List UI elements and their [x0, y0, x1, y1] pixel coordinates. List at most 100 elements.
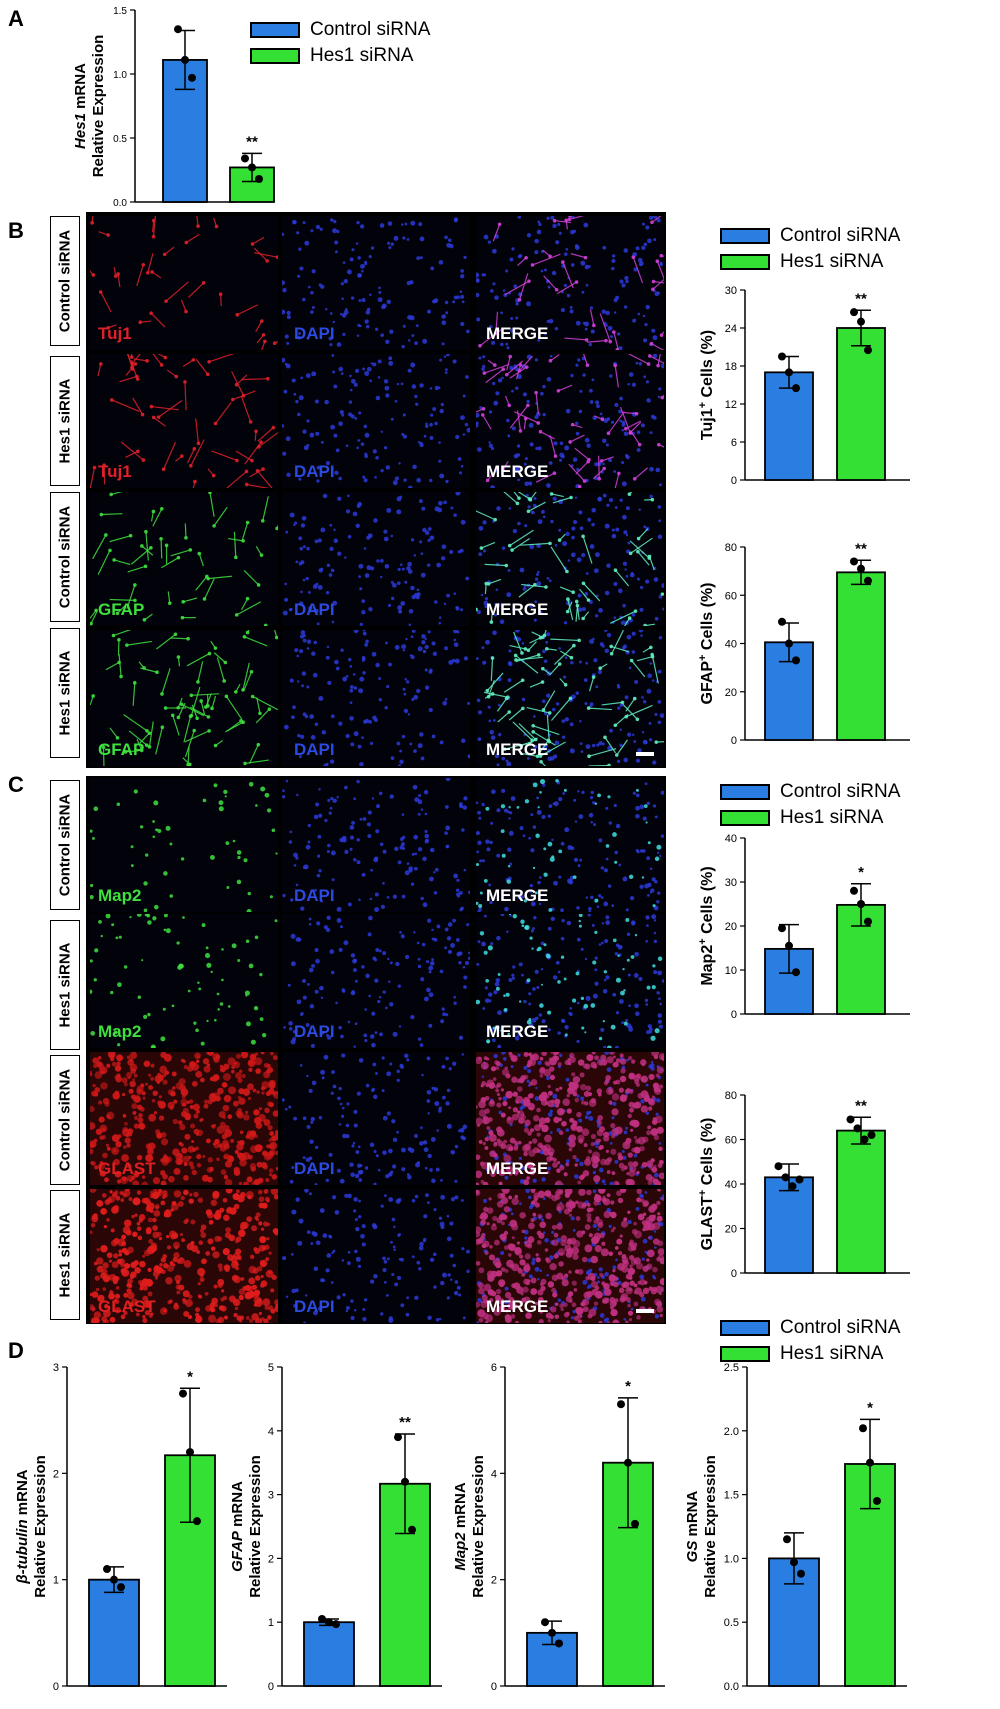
significance-marker: ** [855, 540, 867, 557]
y-tick-label: 40 [725, 833, 737, 845]
y-tick-label: 0.5 [724, 1617, 739, 1629]
significance-marker: * [625, 1378, 631, 1395]
y-axis-label: GFAP+ Cells (%) [697, 582, 716, 704]
significance-marker: * [867, 1399, 873, 1416]
data-point [181, 55, 189, 64]
data-point [394, 1433, 402, 1442]
micrograph-map2: Map2 [90, 778, 278, 912]
y-tick-label: 1.0 [113, 70, 127, 81]
data-point [617, 1400, 625, 1409]
panel-letter-b: B [8, 218, 24, 243]
significance-marker: * [187, 1368, 193, 1385]
data-point [792, 656, 800, 665]
y-tick-label: 0 [731, 475, 737, 487]
micrograph-label-merge: MERGE [486, 886, 549, 905]
micrograph-texture [282, 492, 470, 626]
legend-d: Control siRNA Hes1 siRNA [720, 1315, 900, 1367]
y-tick-label: 20 [725, 921, 737, 933]
row-label-text: Hes1 siRNA [56, 650, 74, 736]
legend-swatch-hes1 [720, 1346, 770, 1362]
data-point [783, 1535, 791, 1544]
micrograph-texture [476, 492, 664, 626]
chart-d-gs: 0.0 0.5 1.0 1.5 2.0 2.5 * GS mRNA Relative Expre… [684, 1362, 907, 1693]
y-tick-label: 0 [731, 735, 737, 747]
data-point [103, 1565, 111, 1574]
y-tick-label: 2 [491, 1575, 497, 1587]
row-label-text: Control siRNA [56, 793, 74, 897]
micrograph-texture [90, 492, 278, 626]
micrograph-dapi: DAPI [282, 354, 470, 488]
legend-item-hes1: Hes1 siRNA [250, 43, 430, 69]
data-point [850, 308, 858, 317]
chart-a-hes1: 0.0 0.5 1.0 1.5 ** Hes1 mRNA Relative Expressi… [72, 6, 275, 209]
row-label-text: Hes1 siRNA [56, 378, 74, 464]
y-tick-label: 1.5 [724, 1490, 739, 1502]
micrograph-texture [476, 914, 664, 1048]
legend-label-hes1: Hes1 siRNA [780, 251, 884, 272]
data-point [867, 1131, 876, 1140]
micrograph-dapi: DAPI [282, 914, 470, 1048]
legend-label-hes1: Hes1 siRNA [780, 1343, 884, 1364]
y-axis-label: β-tubulin mRNA [14, 1469, 31, 1584]
data-point [248, 163, 256, 172]
legend-item-control: Control siRNA [720, 779, 900, 805]
legend-b: Control siRNA Hes1 siRNA [720, 223, 900, 275]
y-tick-label: 3 [268, 1490, 274, 1502]
significance-marker: ** [855, 1097, 867, 1114]
data-point [186, 1448, 194, 1457]
y-tick-label: 6 [731, 437, 737, 449]
data-point [857, 900, 865, 908]
micrograph-texture [476, 630, 664, 766]
legend-swatch-control [250, 22, 300, 38]
chart-d-map2: 0 2 4 6 * Map2 mRNA Relative Expression [452, 1362, 665, 1693]
micrograph-label-merge: MERGE [486, 462, 549, 481]
row-label-hes1: Hes1 siRNA [50, 920, 80, 1050]
legend-c: Control siRNA Hes1 siRNA [720, 779, 900, 831]
bar-control [303, 1621, 355, 1687]
micrograph-merge: MERGE [476, 914, 664, 1048]
micrograph-merge: MERGE [476, 216, 664, 350]
micrograph-texture [283, 630, 470, 766]
data-point [548, 1628, 556, 1637]
micrograph-dapi: DAPI [282, 1052, 470, 1185]
y-tick-label: 30 [725, 877, 737, 889]
y-tick-label: 0.0 [724, 1681, 739, 1693]
y-axis-label-line2: Relative Expression [90, 35, 107, 178]
micrograph-texture [90, 1189, 278, 1323]
chart-b-tuj1: 0 6 12 18 24 30 ** Tuj1+ Cells (%) [697, 285, 910, 487]
data-point [785, 941, 793, 950]
y-tick-label: 20 [725, 1224, 737, 1236]
legend-swatch-control [720, 784, 770, 800]
y-tick-label: 24 [725, 323, 737, 335]
row-label-control: Control siRNA [50, 216, 80, 346]
y-axis-label: GFAP mRNA [229, 1481, 246, 1572]
legend-label-hes1: Hes1 siRNA [310, 45, 414, 66]
legend-a: Control siRNA Hes1 siRNA [250, 17, 430, 69]
y-tick-label: 40 [725, 639, 737, 651]
micrograph-texture [90, 1052, 278, 1185]
y-axis-label: GS mRNA [684, 1490, 701, 1562]
y-tick-label: 20 [725, 687, 737, 699]
y-tick-label: 80 [725, 542, 737, 554]
data-point [866, 1458, 874, 1467]
row-label-control: Control siRNA [50, 492, 80, 622]
micrograph-label-dapi: DAPI [294, 462, 335, 481]
y-axis-label-line2: Relative Expression [702, 1455, 719, 1598]
bar-control [764, 371, 814, 481]
data-point [255, 174, 263, 183]
micrograph-label-merge: MERGE [486, 324, 549, 343]
data-point [624, 1458, 632, 1467]
chart-c-map2: 0 10 20 30 40 * Map2+ Cells (%) [697, 833, 910, 1021]
bar-hes1 [836, 327, 886, 481]
micrograph-label-gfap: GFAP [98, 740, 145, 759]
legend-label-control: Control siRNA [780, 225, 901, 246]
data-point [774, 1162, 783, 1171]
micrograph-texture [90, 354, 278, 488]
micrograph-dapi: DAPI [282, 1189, 470, 1323]
row-label-hes1: Hes1 siRNA [50, 628, 80, 758]
data-point [788, 1182, 797, 1191]
y-tick-label: 0 [53, 1681, 59, 1693]
significance-marker: ** [399, 1414, 411, 1431]
y-axis-label: Map2 mRNA [452, 1482, 469, 1571]
